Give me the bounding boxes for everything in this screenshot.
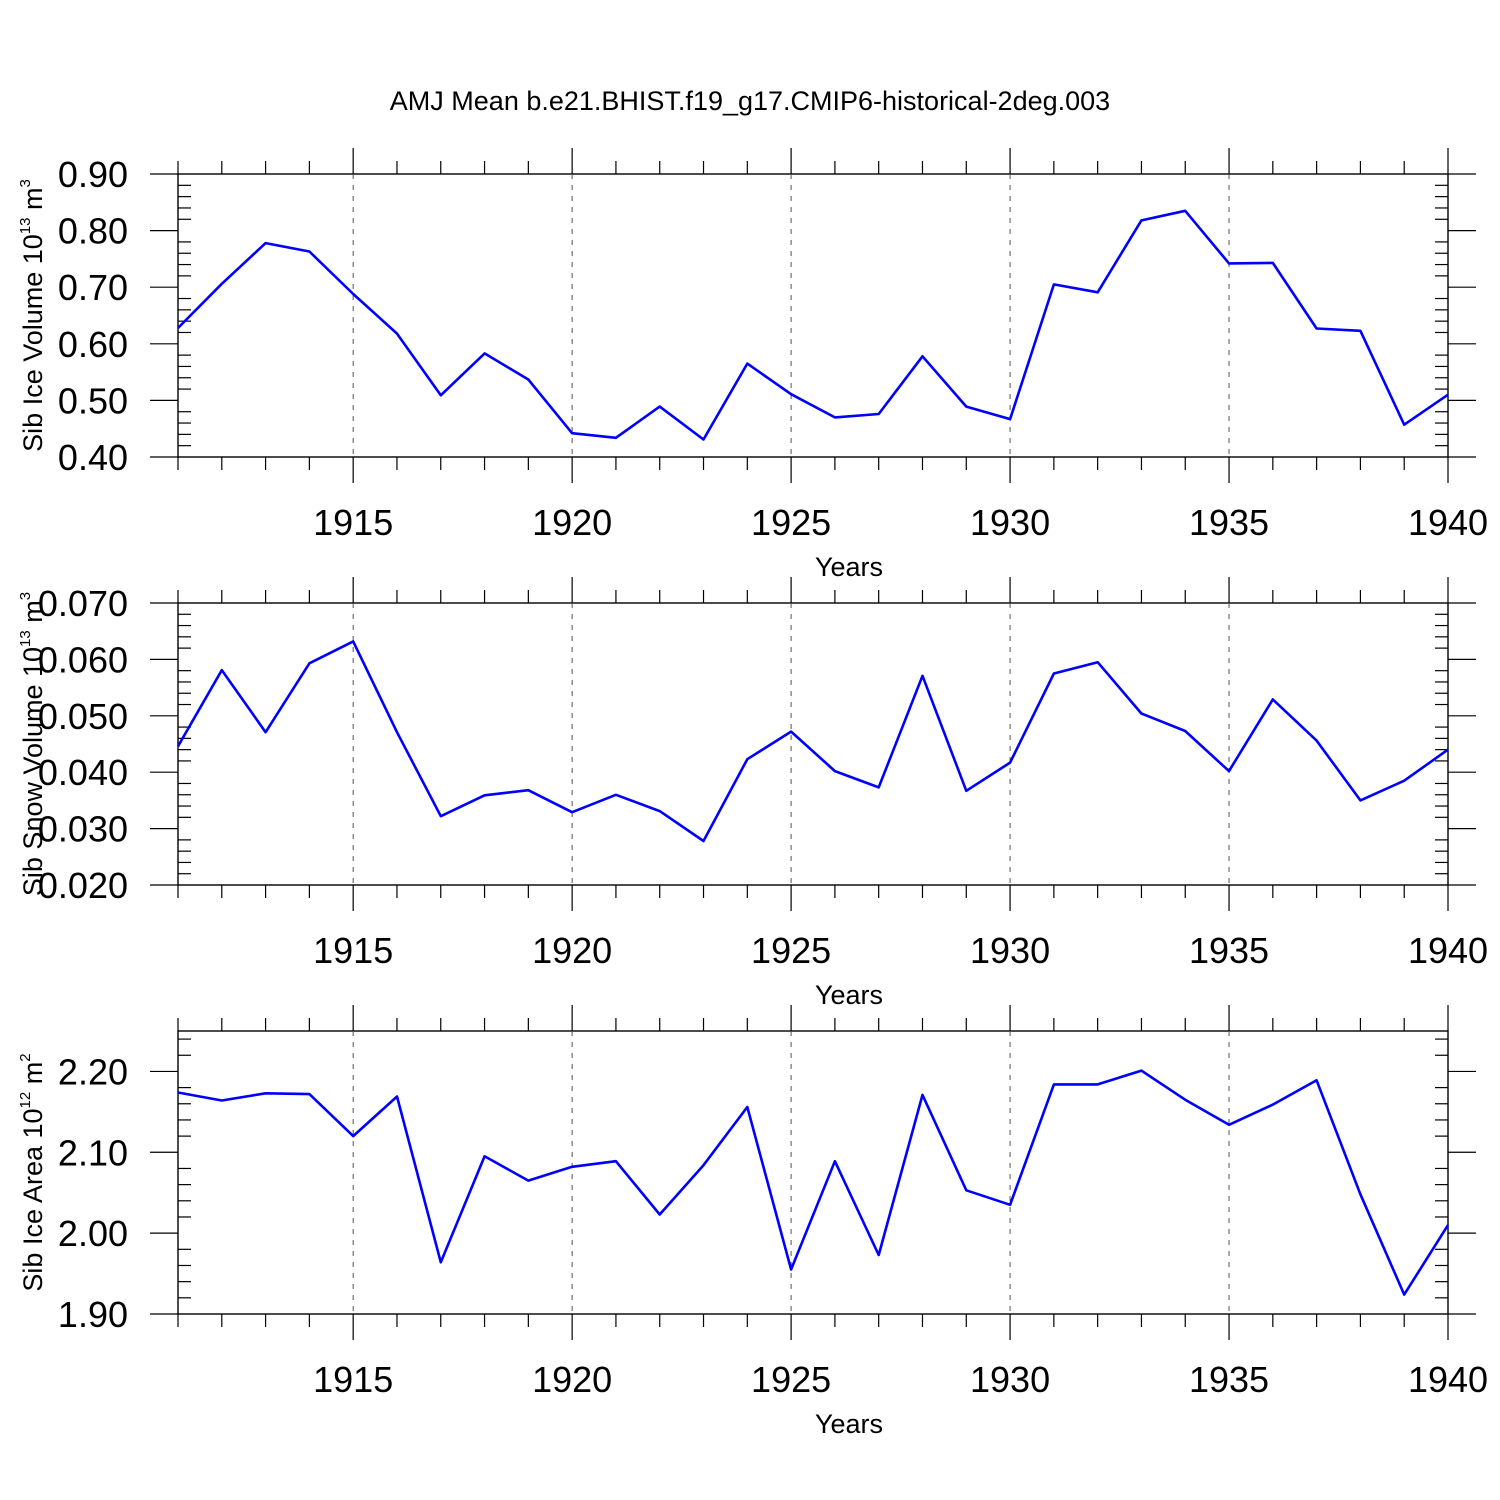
x-axis-label: Years <box>815 980 883 1010</box>
y-tick-label: 0.40 <box>58 437 128 478</box>
x-tick-label: 1935 <box>1189 930 1269 971</box>
y-axis-label-exponent: 13 <box>17 630 34 647</box>
y-axis-label-unit-exponent: 3 <box>17 179 34 187</box>
y-tick-label: 2.20 <box>58 1051 128 1092</box>
y-axis-label-exponent: 13 <box>17 218 34 235</box>
y-tick-label: 0.060 <box>38 639 128 680</box>
panel-3: 1.90 2.00 2.10 2.20 1915 1920 1925 1930 1935 1940… <box>17 1005 1488 1439</box>
x-tick-label: 1940 <box>1408 930 1488 971</box>
x-tick-label: 1930 <box>970 1359 1050 1400</box>
y-axis-label: Sib Ice Volume 1013 m3 <box>17 179 48 452</box>
x-tick-label: 1920 <box>532 502 612 543</box>
y-axis-label-exponent: 12 <box>17 1092 34 1109</box>
x-tick-label: 1915 <box>313 930 393 971</box>
y-tick-label: 0.050 <box>38 696 128 737</box>
plot-frame <box>177 1030 1449 1315</box>
x-tick-label: 1920 <box>532 930 612 971</box>
x-tick-label: 1940 <box>1408 502 1488 543</box>
x-tick-label: 1925 <box>751 502 831 543</box>
y-tick-label: 0.70 <box>58 267 128 308</box>
x-tick-label: 1940 <box>1408 1359 1488 1400</box>
panel-2: 0.020 0.030 0.040 0.050 0.060 0.070 1915 1920 19… <box>17 577 1488 1010</box>
x-tick-label: 1915 <box>313 502 393 543</box>
x-tick-label: 1935 <box>1189 502 1269 543</box>
y-tick-label: 0.90 <box>58 154 128 195</box>
x-tick-label: 1930 <box>970 502 1050 543</box>
y-axis-label: Sib Ice Area 1012 m2 <box>17 1053 48 1291</box>
plot-frame <box>177 602 1449 886</box>
y-tick-label: 0.80 <box>58 211 128 252</box>
x-tick-label: 1920 <box>532 1359 612 1400</box>
x-axis-label: Years <box>815 552 883 582</box>
y-tick-label: 0.030 <box>38 809 128 850</box>
y-axis-label-text: Sib Snow Volume 10 <box>18 647 48 896</box>
y-axis-label-text: Sib Ice Area 10 <box>18 1108 48 1291</box>
y-axis-label-unit: m <box>18 600 48 630</box>
plot-frame <box>177 173 1449 458</box>
y-tick-label: 0.020 <box>38 865 128 906</box>
y-axis-label-text: Sib Ice Volume 10 <box>18 234 48 452</box>
y-tick-label: 0.60 <box>58 324 128 365</box>
y-axis-label-unit-exponent: 2 <box>17 1053 34 1061</box>
x-tick-label: 1935 <box>1189 1359 1269 1400</box>
y-tick-label: 0.070 <box>38 583 128 624</box>
series-line <box>177 1069 1450 1296</box>
chart-title: AMJ Mean b.e21.BHIST.f19_g17.CMIP6-histo… <box>390 86 1110 116</box>
y-axis-label: Sib Snow Volume 1013 m3 <box>17 592 48 896</box>
series-line <box>177 209 1449 441</box>
x-tick-label: 1930 <box>970 930 1050 971</box>
panel-1: 0.40 0.50 0.60 0.70 0.80 0.90 1915 1920 1925 1930… <box>17 148 1488 582</box>
x-tick-label: 1925 <box>751 930 831 971</box>
y-tick-label: 1.90 <box>58 1294 128 1335</box>
y-axis-label-unit: m <box>18 188 48 218</box>
y-tick-label: 0.50 <box>58 380 128 421</box>
x-tick-label: 1915 <box>313 1359 393 1400</box>
y-axis-label-unit: m <box>18 1062 48 1092</box>
y-axis-label-unit-exponent: 3 <box>17 592 34 600</box>
y-tick-label: 0.040 <box>38 752 128 793</box>
y-tick-label: 2.00 <box>58 1213 128 1254</box>
series-line <box>176 640 1449 843</box>
x-axis-label: Years <box>815 1409 883 1439</box>
x-tick-label: 1925 <box>751 1359 831 1400</box>
y-tick-label: 2.10 <box>58 1132 128 1173</box>
